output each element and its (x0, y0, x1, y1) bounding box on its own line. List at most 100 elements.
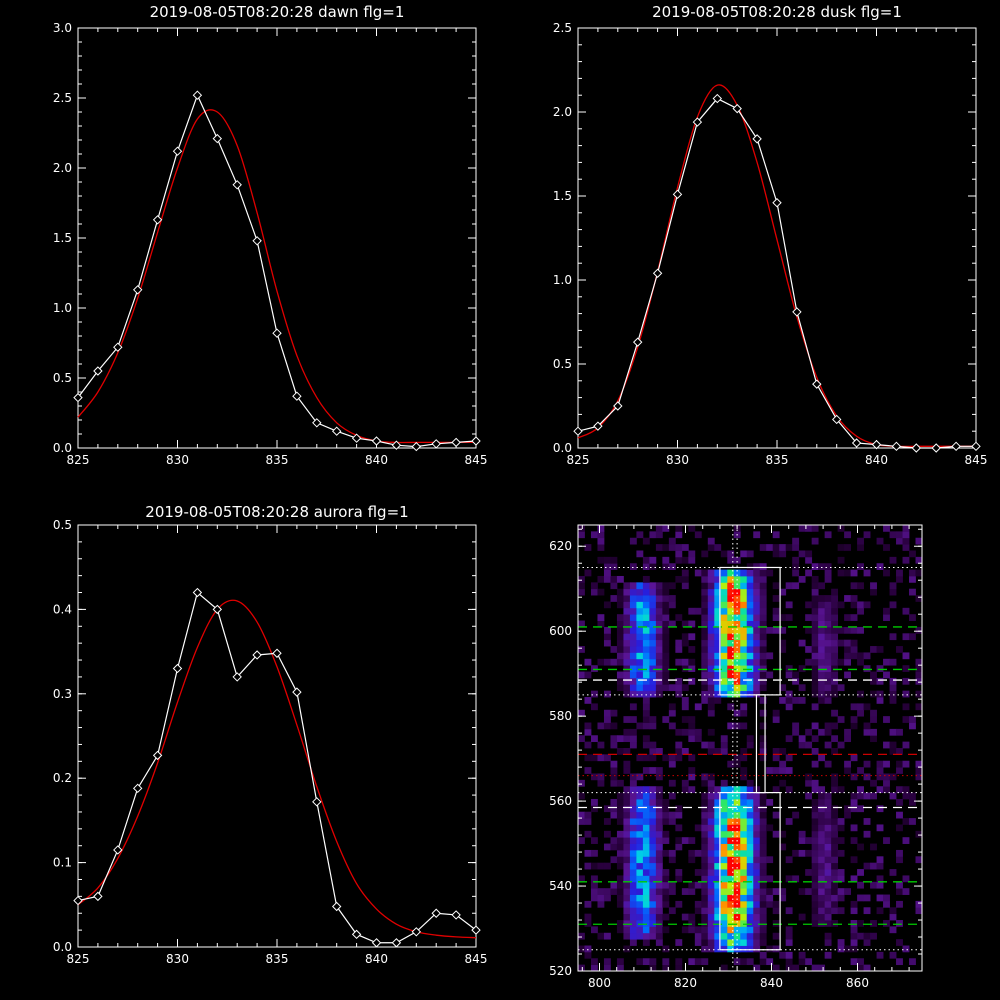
heatmap-cell (623, 671, 631, 679)
heatmap-cell (636, 830, 644, 838)
heatmap-cell (707, 862, 715, 870)
heatmap-cell (707, 786, 715, 793)
y-tick-label: 540 (549, 879, 572, 893)
heatmap-cell (759, 671, 767, 679)
heatmap-cell (655, 658, 663, 666)
heatmap-cell (850, 773, 858, 781)
heatmap-cell (857, 805, 864, 813)
heatmap-cell (578, 582, 585, 590)
heatmap-cell (753, 837, 761, 844)
heatmap-cell (792, 697, 800, 704)
heatmap-cell (701, 677, 709, 685)
heatmap-cell (824, 652, 832, 660)
heatmap-cell (740, 932, 748, 940)
heatmap-cell (616, 652, 624, 660)
heatmap-cell (902, 665, 910, 672)
heatmap-cell (818, 658, 826, 666)
heatmap-cell (616, 639, 624, 647)
heatmap-cell (831, 779, 839, 787)
heatmap-cell (662, 588, 670, 596)
heatmap-cell (811, 913, 819, 921)
heatmap-cell (578, 837, 585, 844)
heatmap-cell (844, 760, 852, 768)
heatmap-cell (902, 741, 910, 749)
heatmap-cell (811, 665, 819, 672)
heatmap-cell (733, 614, 741, 621)
y-tick-label: 2.0 (553, 105, 572, 119)
heatmap-cell (720, 900, 728, 908)
heatmap-cell (811, 843, 819, 851)
heatmap-cell (727, 575, 735, 583)
heatmap-cell (636, 786, 644, 793)
heatmap-cell (675, 964, 683, 972)
heatmap-cell (701, 856, 709, 864)
heatmap-cell (623, 926, 631, 934)
heatmap-cell (818, 811, 826, 819)
heatmap-cell (636, 849, 644, 857)
heatmap-cell (616, 964, 624, 972)
heatmap-cell (610, 646, 618, 653)
heatmap-cell (597, 900, 605, 908)
y-tick-label: 1.5 (53, 231, 72, 245)
heatmap-cell (837, 869, 845, 876)
heatmap-cell (681, 697, 689, 704)
heatmap-cell (727, 760, 735, 768)
heatmap-cell (876, 805, 884, 813)
heatmap-cell (642, 646, 650, 653)
heatmap-cell (746, 646, 754, 653)
heatmap-cell (850, 945, 858, 953)
heatmap-cell (642, 907, 650, 915)
heatmap-cell (733, 633, 741, 641)
heatmap-cell (876, 646, 884, 653)
heatmap-cell (714, 646, 722, 653)
heatmap-cell (603, 626, 611, 634)
heatmap-cell (883, 658, 890, 666)
heatmap-cell (675, 754, 683, 762)
heatmap-cell (857, 881, 864, 889)
heatmap-cell (701, 818, 709, 825)
heatmap-cell (714, 926, 722, 934)
heatmap-cell (753, 900, 761, 908)
heatmap-cell (668, 779, 676, 787)
heatmap-cell (837, 939, 845, 946)
heatmap-cell (727, 932, 735, 940)
heatmap-cell (759, 869, 767, 876)
heatmap-cell (818, 620, 826, 628)
heatmap-cell (623, 658, 631, 666)
heatmap-cell (707, 703, 715, 711)
heatmap-cell (818, 607, 826, 615)
heatmap-cell (837, 945, 845, 953)
heatmap-cell (740, 869, 748, 876)
heatmap-cell (675, 837, 683, 844)
heatmap-cell (720, 862, 728, 870)
heatmap-cell (636, 894, 644, 902)
heatmap-cell (831, 677, 839, 685)
heatmap-cell (610, 843, 618, 851)
x-tick-label: 845 (465, 952, 488, 966)
heatmap-cell (707, 652, 715, 660)
heatmap-cell (759, 601, 767, 609)
heatmap-cell (655, 830, 663, 838)
heatmap-cell (837, 837, 845, 844)
heatmap-cell (629, 741, 637, 749)
heatmap-cell (870, 862, 877, 870)
heatmap-cell (818, 626, 826, 634)
heatmap-cell (876, 773, 884, 781)
heatmap-cell (720, 601, 728, 609)
heatmap-cell (642, 958, 650, 966)
heatmap-cell (636, 754, 644, 762)
heatmap-cell (766, 900, 774, 908)
heatmap-cell (603, 888, 611, 895)
heatmap-cell (740, 767, 748, 774)
x-tick-label: 835 (266, 453, 289, 467)
heatmap-cell (727, 926, 735, 934)
heatmap-cell (694, 958, 702, 966)
heatmap-cell (597, 779, 605, 787)
heatmap-cell (655, 900, 663, 908)
heatmap-cell (688, 735, 696, 743)
heatmap-cell (636, 531, 644, 539)
heatmap-cell (629, 900, 637, 908)
heatmap-cell (837, 525, 845, 532)
heatmap-cell (740, 652, 748, 660)
heatmap-cell (759, 607, 767, 615)
